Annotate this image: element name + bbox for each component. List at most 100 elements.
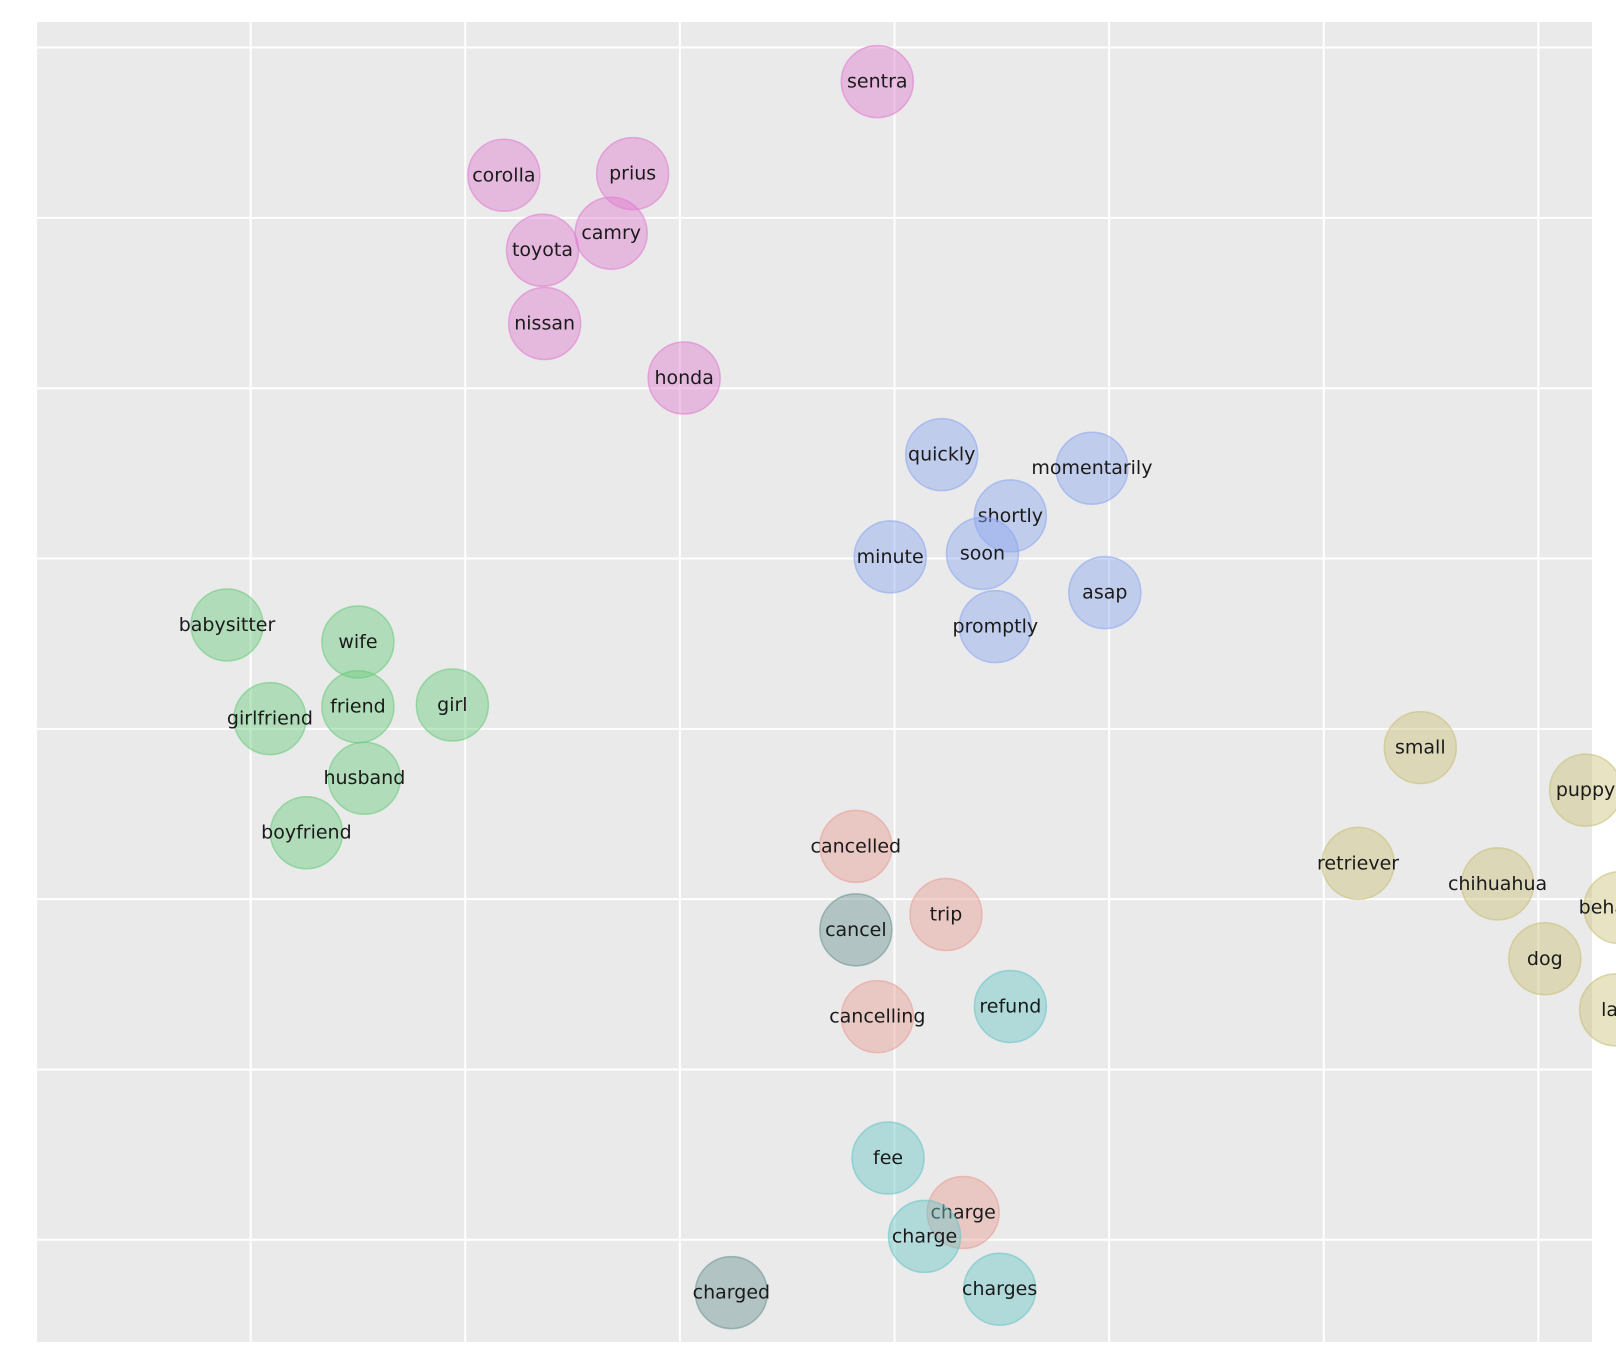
scatter-point: small (1383, 710, 1458, 785)
point-label: retriever (1317, 852, 1399, 874)
scatter-point: charged (693, 1255, 770, 1330)
scatter-point: prius (595, 136, 670, 211)
point-marker (505, 213, 580, 287)
point-marker (840, 44, 915, 119)
point-label: dog (1527, 948, 1563, 970)
point-marker (853, 520, 927, 594)
point-marker (840, 979, 915, 1054)
point-marker (851, 1121, 925, 1195)
scatter-point: toyota (505, 213, 580, 287)
point-label: nissan (514, 312, 575, 334)
point-marker (574, 196, 648, 270)
point-marker (962, 1252, 1037, 1326)
point-label: chihuahua (1448, 873, 1547, 895)
scatter-point: fee (851, 1121, 925, 1195)
point-marker (926, 1175, 1000, 1250)
scatter-point: chihuahua (1448, 847, 1547, 921)
point-label: charge (892, 1225, 957, 1247)
point-marker (1508, 922, 1582, 996)
scatter-point: cancelled (811, 809, 902, 884)
point-label: corolla (472, 164, 535, 186)
scatter-point: momentarily (1031, 431, 1152, 505)
scatter-point: puppy (1548, 753, 1616, 827)
point-label: shortly (978, 505, 1043, 527)
point-marker (1383, 710, 1458, 785)
point-label: fee (873, 1147, 903, 1169)
point-label: cancelled (811, 835, 902, 857)
point-marker (1321, 826, 1395, 901)
point-label: charge (930, 1202, 995, 1224)
point-label: prius (609, 163, 656, 185)
point-label: cancel (825, 919, 887, 941)
point-label: honda (654, 367, 713, 389)
point-marker (1548, 753, 1616, 827)
point-label: husband (323, 767, 405, 789)
point-label: babysitter (179, 614, 276, 636)
point-label: refund (979, 995, 1041, 1017)
point-label: soon (960, 542, 1005, 564)
point-label: promptly (953, 616, 1039, 638)
scatter-point: girlfriend (227, 681, 313, 756)
point-label: wife (338, 631, 377, 653)
point-label: lap (1601, 999, 1616, 1021)
scatter-point: corolla (467, 138, 541, 213)
point-marker (647, 341, 721, 415)
point-label: small (1395, 737, 1446, 759)
scatter-point: behaved (1579, 871, 1616, 945)
scatter-point: girl (415, 668, 490, 742)
scatter-point: camry (574, 196, 648, 270)
point-label: momentarily (1031, 457, 1152, 479)
plot-background (36, 22, 1592, 1342)
scatter-point: cancel (819, 893, 893, 967)
scatter-point: promptly (953, 589, 1039, 664)
point-marker (467, 138, 541, 213)
point-marker (269, 795, 344, 870)
scatter-point: wife (321, 605, 395, 679)
point-marker (1068, 555, 1142, 630)
point-label: cancelling (829, 1006, 925, 1028)
point-label: minute (857, 546, 924, 568)
point-marker (507, 286, 582, 361)
point-marker (233, 681, 307, 756)
scatter-point: husband (323, 741, 405, 815)
scatter-point: babysitter (179, 588, 276, 662)
point-label: friend (330, 696, 386, 718)
scatter-point: friend (321, 669, 395, 744)
point-label: toyota (512, 239, 573, 261)
scatter-point: quickly (904, 417, 979, 492)
point-label: behaved (1579, 897, 1616, 919)
scatter-point: sentra (840, 44, 915, 119)
data-points: sentra corolla prius camry toyota nissan honda… (179, 44, 1616, 1330)
point-marker (1055, 431, 1129, 505)
point-marker (1583, 871, 1616, 945)
point-marker (973, 479, 1048, 553)
scatter-point: charge (926, 1175, 1000, 1250)
point-label: quickly (908, 444, 975, 466)
scatter-point: minute (853, 520, 927, 594)
point-label: girl (437, 694, 467, 716)
point-marker (327, 741, 402, 815)
point-marker (973, 969, 1048, 1044)
point-label: charged (693, 1282, 770, 1304)
scatter-point: dog (1508, 922, 1582, 996)
point-label: camry (581, 222, 641, 244)
scatter-point: refund (973, 969, 1048, 1044)
grid-lines (35, 22, 1592, 1342)
scatter-point: soon (945, 516, 1020, 591)
scatter-point: retriever (1317, 826, 1399, 901)
point-label: boyfriend (261, 822, 352, 844)
point-marker (819, 809, 893, 884)
point-marker (595, 136, 670, 211)
scatter-point: cancelling (829, 979, 925, 1054)
point-marker (819, 893, 893, 967)
point-label: sentra (847, 71, 908, 93)
point-marker (887, 1199, 962, 1274)
point-marker (694, 1255, 769, 1330)
point-marker (190, 588, 264, 662)
point-marker (415, 668, 490, 742)
point-marker (945, 516, 1020, 591)
point-marker (909, 877, 983, 952)
scatter-point: trip (909, 877, 983, 952)
point-label: asap (1082, 582, 1127, 604)
